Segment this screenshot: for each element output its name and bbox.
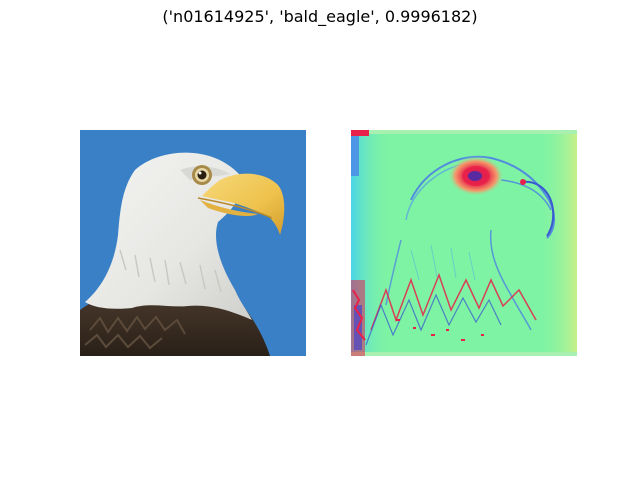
figure-title: ('n01614925', 'bald_eagle', 0.9996182)	[162, 7, 478, 26]
original-image-panel	[80, 130, 306, 356]
eagle-photo	[80, 130, 306, 356]
eagle-beak	[202, 173, 285, 235]
saliency-map-panel	[351, 130, 577, 356]
saliency-heatmap	[351, 130, 577, 356]
